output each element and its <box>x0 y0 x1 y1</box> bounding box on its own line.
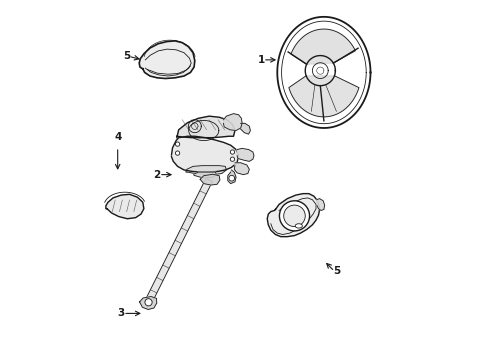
Polygon shape <box>228 170 236 184</box>
Ellipse shape <box>295 224 302 228</box>
Polygon shape <box>317 199 324 211</box>
Circle shape <box>175 142 180 146</box>
Polygon shape <box>186 166 226 175</box>
Circle shape <box>229 175 235 181</box>
Polygon shape <box>172 136 239 172</box>
Polygon shape <box>234 163 249 175</box>
Polygon shape <box>223 114 242 131</box>
Circle shape <box>230 157 235 161</box>
Polygon shape <box>194 172 216 178</box>
Polygon shape <box>289 76 359 117</box>
Circle shape <box>230 150 235 154</box>
Text: 2: 2 <box>153 170 161 180</box>
Polygon shape <box>144 179 212 305</box>
Polygon shape <box>177 116 235 138</box>
Circle shape <box>175 151 180 155</box>
Circle shape <box>279 201 310 231</box>
Text: 4: 4 <box>114 132 122 142</box>
Polygon shape <box>140 297 157 310</box>
Circle shape <box>284 205 305 226</box>
Text: 1: 1 <box>258 55 265 65</box>
Text: 5: 5 <box>333 266 340 276</box>
Polygon shape <box>267 194 319 237</box>
Text: 3: 3 <box>118 309 125 318</box>
Polygon shape <box>139 41 195 78</box>
Text: 5: 5 <box>123 51 130 61</box>
Polygon shape <box>237 148 254 161</box>
Circle shape <box>145 299 152 306</box>
Polygon shape <box>106 194 144 219</box>
Polygon shape <box>241 123 250 134</box>
Polygon shape <box>200 174 220 185</box>
Polygon shape <box>291 29 355 64</box>
